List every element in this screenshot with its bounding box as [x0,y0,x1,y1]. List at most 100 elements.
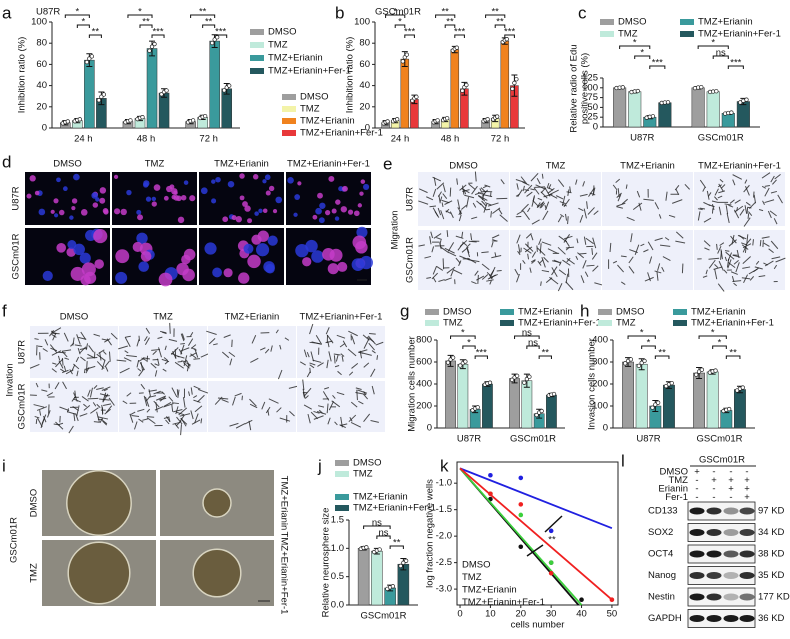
cell-strand [137,368,142,372]
data-dot [401,560,406,565]
cell-strand [594,282,603,286]
y-tick-label: 40 [359,80,370,91]
cell-strand [175,420,182,427]
cell-strand [348,330,358,337]
cell-strand [168,338,178,342]
cell-nucleus [26,193,32,199]
cell-strand [208,338,216,345]
legend-label: TMZ+Erianin+Fer-1 [300,128,383,139]
cell-nucleus [71,198,78,204]
cell-strand [49,344,58,354]
cell-strand [232,396,236,406]
cell-strand [558,261,562,266]
cell-strand [586,264,595,267]
cell-strand [532,200,539,207]
cell-strand [442,193,448,199]
significance-label: * [461,328,465,339]
data-dot [164,88,169,93]
cell-strand [29,363,40,369]
cell-strand [671,199,683,204]
data-dot [539,408,544,414]
cell-strand [728,204,734,208]
cell-strand [43,415,47,423]
significance-bracket [385,14,406,18]
cell-strand [476,275,485,281]
cell-strand [532,195,535,202]
cell-nucleus [204,242,217,255]
cell-strand [742,266,751,269]
size-label: 38 KD [758,549,785,560]
legend-label: DMSO [353,458,382,469]
cell-strand [536,247,546,256]
significance-bracket [389,545,404,549]
cell-strand [705,269,708,275]
cell-nucleus [73,173,80,181]
cell-strand [481,274,489,280]
blot-title: GSCm01R [699,455,745,466]
x-tick-label: 40 [576,609,587,620]
significance-label: ns [372,518,382,529]
cell-strand [634,244,640,256]
size-label: 177 KD [758,592,790,603]
cell-strand [87,389,91,397]
protein-label: Nanog [648,570,676,581]
x-tick-label: 0 [457,609,462,620]
data-dot [96,98,102,103]
cell-nucleus [50,209,55,214]
cell-strand [315,334,323,345]
cell-strand [711,204,715,211]
cell-nucleus [256,243,270,257]
cell-strand [138,368,145,377]
data-dot [623,361,628,366]
cell-strand [716,243,718,250]
cell-strand [499,214,508,222]
data-point [548,570,554,576]
panel-label: b [335,3,344,22]
cell-strand [562,259,571,266]
cell-nucleus [315,207,322,215]
cell-strand [150,362,157,369]
significance-label: ** [658,348,666,359]
cell-strand [491,241,494,248]
cell-strand [75,356,80,363]
y-tick-label: -1.5 [436,504,452,515]
cell-strand [520,176,528,185]
cell-strand [155,395,167,401]
cell-strand [617,194,622,202]
cell-strand [640,243,645,247]
data-dot [400,59,405,64]
blot-band [706,572,722,579]
cell-strand [662,256,671,261]
cell-nucleus [317,192,323,199]
cell-strand [61,349,72,352]
cell-strand [223,334,231,338]
cell-strand [342,340,348,348]
legend-swatch [425,309,439,315]
cell-strand [628,266,635,274]
cell-strand [431,272,439,280]
significance-bracket [619,45,651,49]
cell-strand [146,408,151,413]
data-dot [398,563,403,569]
y-tick-label: 0.5 [331,571,344,582]
cell-strand [560,213,565,218]
cell-strand [182,362,190,369]
cell-strand [52,362,57,365]
significance-bracket [526,345,540,349]
legend-swatch [598,309,612,315]
cell-strand [620,281,626,285]
cell-nucleus [265,263,275,274]
cell-strand [119,367,130,374]
cell-strand [748,211,753,216]
data-point [579,597,584,603]
significance-bracket [538,355,552,359]
data-point [518,475,524,481]
bar [663,384,675,429]
cell-strand [515,179,526,183]
blot-band [723,593,739,601]
cell-strand [734,205,744,213]
cell-nucleus [357,203,363,208]
cell-strand [299,361,306,366]
data-dot [665,100,671,105]
cell-nucleus [102,208,109,214]
